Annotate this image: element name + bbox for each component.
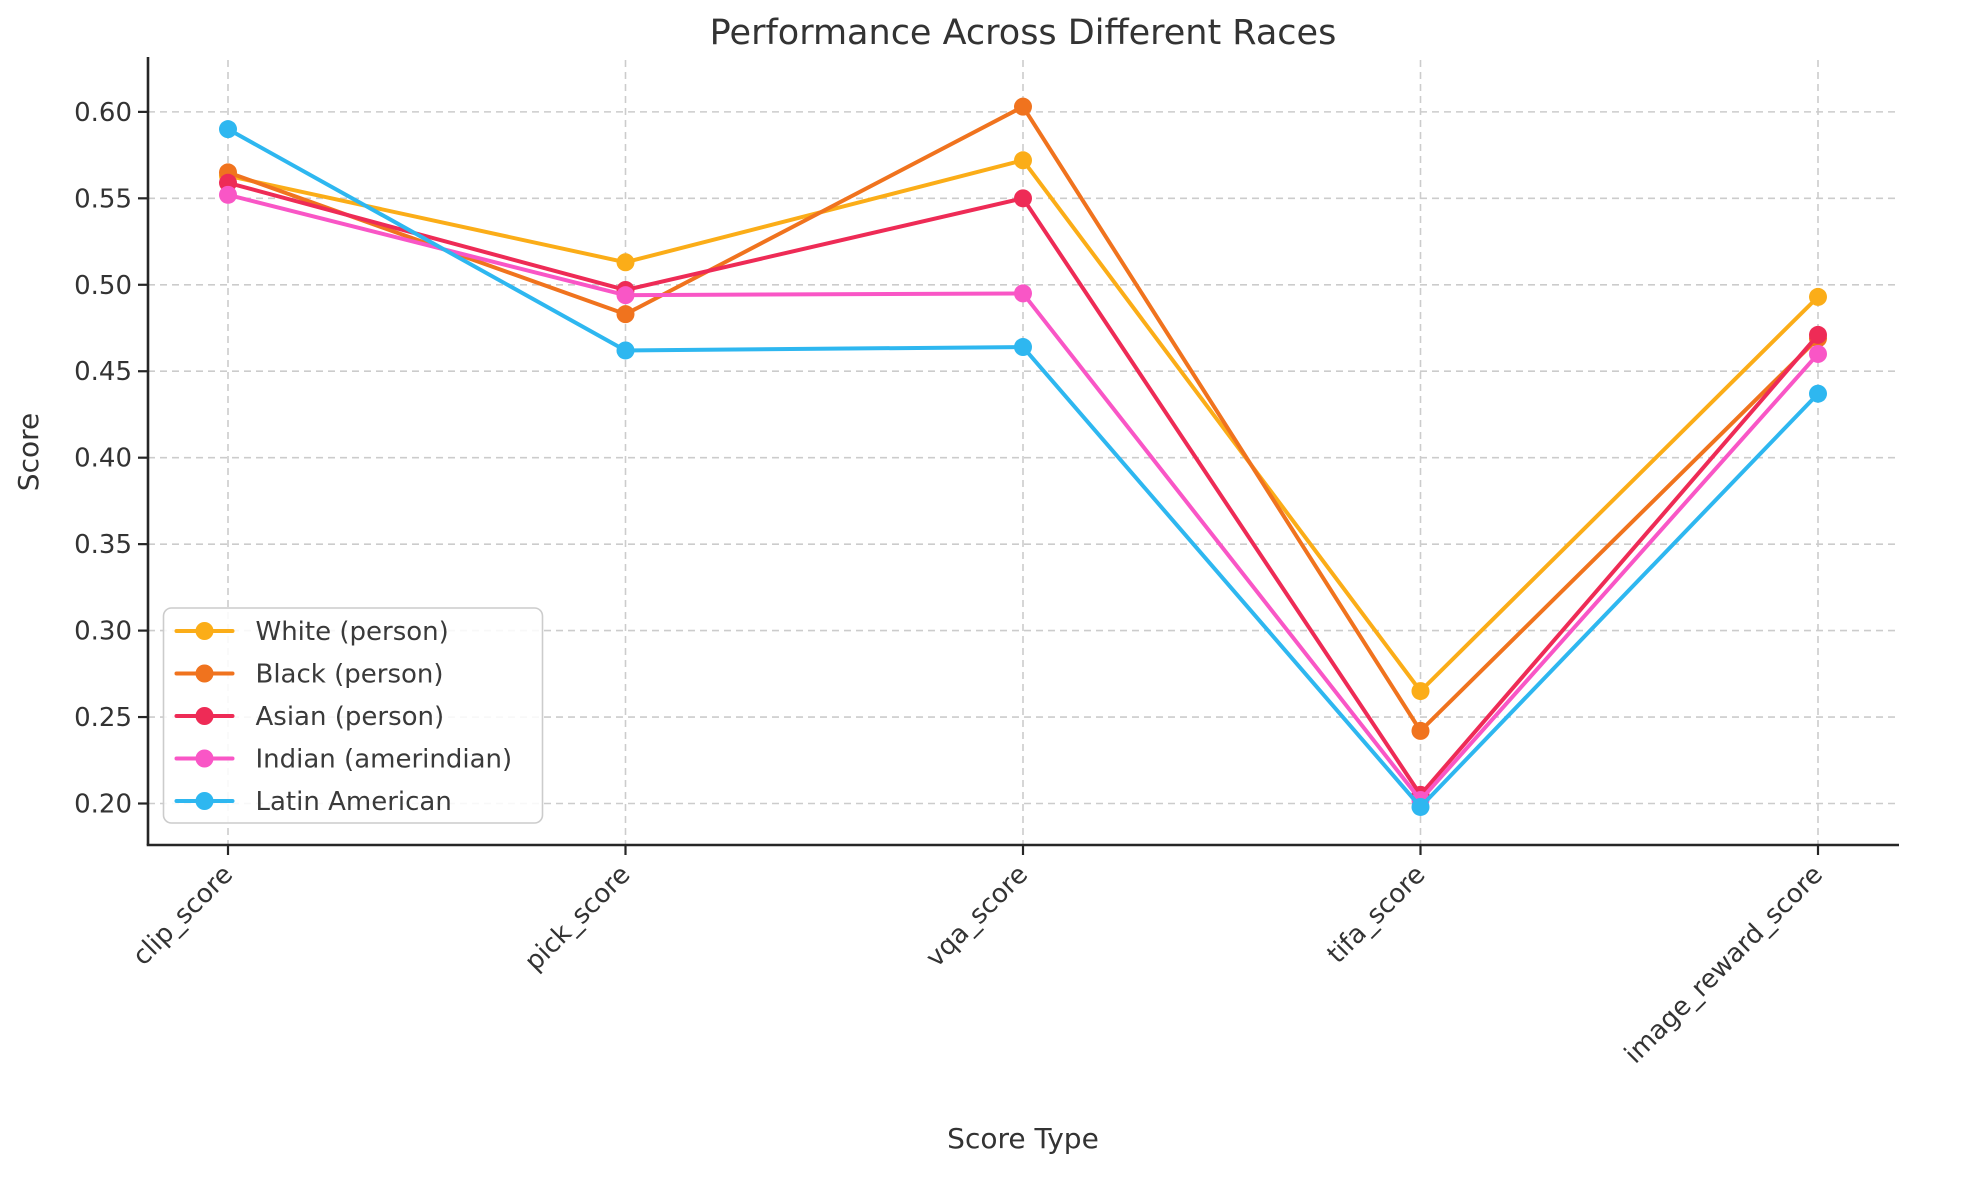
legend-label: Asian (person) <box>256 702 445 732</box>
legend-label: White (person) <box>256 617 449 647</box>
y-tick-label: 0.50 <box>74 271 132 301</box>
data-point <box>1809 344 1827 363</box>
legend: White (person) Black (person) Asian (perso… <box>162 607 544 824</box>
y-tick-label: 0.25 <box>74 703 132 733</box>
legend-item: Latin American <box>174 787 452 817</box>
data-point <box>1411 682 1430 701</box>
series-latin-american <box>219 120 1827 816</box>
data-point <box>1014 189 1032 208</box>
legend-label: Black (person) <box>256 660 444 690</box>
chart-title: Performance Across Different Races <box>710 13 1337 53</box>
x-tick-label: pick_score <box>519 860 636 977</box>
y-tick-label: 0.30 <box>74 617 132 647</box>
legend-marker-dot <box>195 792 214 810</box>
x-tick-label: clip_score <box>127 860 239 972</box>
data-point <box>1014 284 1032 303</box>
legend-box <box>162 607 544 824</box>
x-tick-label: vqa_score <box>920 860 1034 974</box>
legend-marker-dot <box>195 749 214 768</box>
x-tick-label: tifa_score <box>1322 860 1432 970</box>
legend-label: Indian (amerindian) <box>256 745 513 775</box>
legend-item: Asian (person) <box>174 702 445 732</box>
data-point <box>1411 797 1430 816</box>
data-point <box>1014 151 1032 170</box>
legend-item: Indian (amerindian) <box>174 745 513 775</box>
legend-item: White (person) <box>174 617 449 647</box>
data-point <box>616 253 635 272</box>
y-tick-label: 0.40 <box>74 444 132 474</box>
legend-marker-dot <box>195 707 214 725</box>
data-point <box>616 286 635 305</box>
data-point <box>1809 325 1827 344</box>
legend-marker-dot <box>195 664 214 683</box>
legend-marker-dot <box>195 622 214 640</box>
y-tick-label: 0.45 <box>74 357 132 387</box>
data-point <box>1014 97 1032 116</box>
data-point <box>1411 721 1430 740</box>
data-point <box>1809 384 1827 403</box>
data-point <box>616 305 635 324</box>
x-axis-label: Score Type <box>947 1122 1099 1155</box>
x-tick-label: image_reward_score <box>1619 860 1829 1070</box>
legend-item: Black (person) <box>174 660 444 690</box>
data-point <box>219 120 237 139</box>
y-tick-label: 0.35 <box>74 530 132 560</box>
y-tick-label: 0.55 <box>74 184 132 214</box>
data-point <box>1014 338 1032 357</box>
y-tick-label: 0.60 <box>74 98 132 128</box>
data-point <box>616 341 635 360</box>
y-axis-label: Score <box>12 413 45 491</box>
data-point <box>219 185 237 204</box>
axis-layer: 0.60 0.55 0.50 0.45 0.40 0.35 0.30 0.25 0.20 clip… <box>74 57 1899 1070</box>
series-layer <box>219 97 1827 816</box>
data-point <box>1809 287 1827 306</box>
legend-label: Latin American <box>256 787 452 817</box>
y-tick-label: 0.20 <box>74 790 132 820</box>
